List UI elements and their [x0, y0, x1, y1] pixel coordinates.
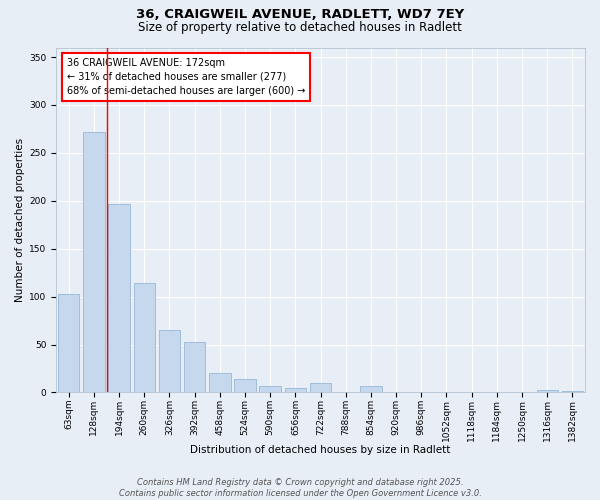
Text: Contains HM Land Registry data © Crown copyright and database right 2025.
Contai: Contains HM Land Registry data © Crown c… — [119, 478, 481, 498]
Bar — [259, 386, 281, 392]
Bar — [284, 388, 306, 392]
Text: 36 CRAIGWEIL AVENUE: 172sqm
← 31% of detached houses are smaller (277)
68% of se: 36 CRAIGWEIL AVENUE: 172sqm ← 31% of det… — [67, 58, 305, 96]
Bar — [562, 390, 583, 392]
Bar — [536, 390, 558, 392]
Bar — [109, 204, 130, 392]
Bar — [184, 342, 205, 392]
Bar — [134, 283, 155, 393]
Y-axis label: Number of detached properties: Number of detached properties — [15, 138, 25, 302]
Text: 36, CRAIGWEIL AVENUE, RADLETT, WD7 7EY: 36, CRAIGWEIL AVENUE, RADLETT, WD7 7EY — [136, 8, 464, 20]
Bar — [360, 386, 382, 392]
Bar — [159, 330, 180, 392]
Bar — [310, 383, 331, 392]
Bar — [58, 294, 79, 392]
Bar — [209, 374, 230, 392]
Text: Size of property relative to detached houses in Radlett: Size of property relative to detached ho… — [138, 21, 462, 34]
X-axis label: Distribution of detached houses by size in Radlett: Distribution of detached houses by size … — [190, 445, 451, 455]
Bar — [83, 132, 104, 392]
Bar — [235, 379, 256, 392]
